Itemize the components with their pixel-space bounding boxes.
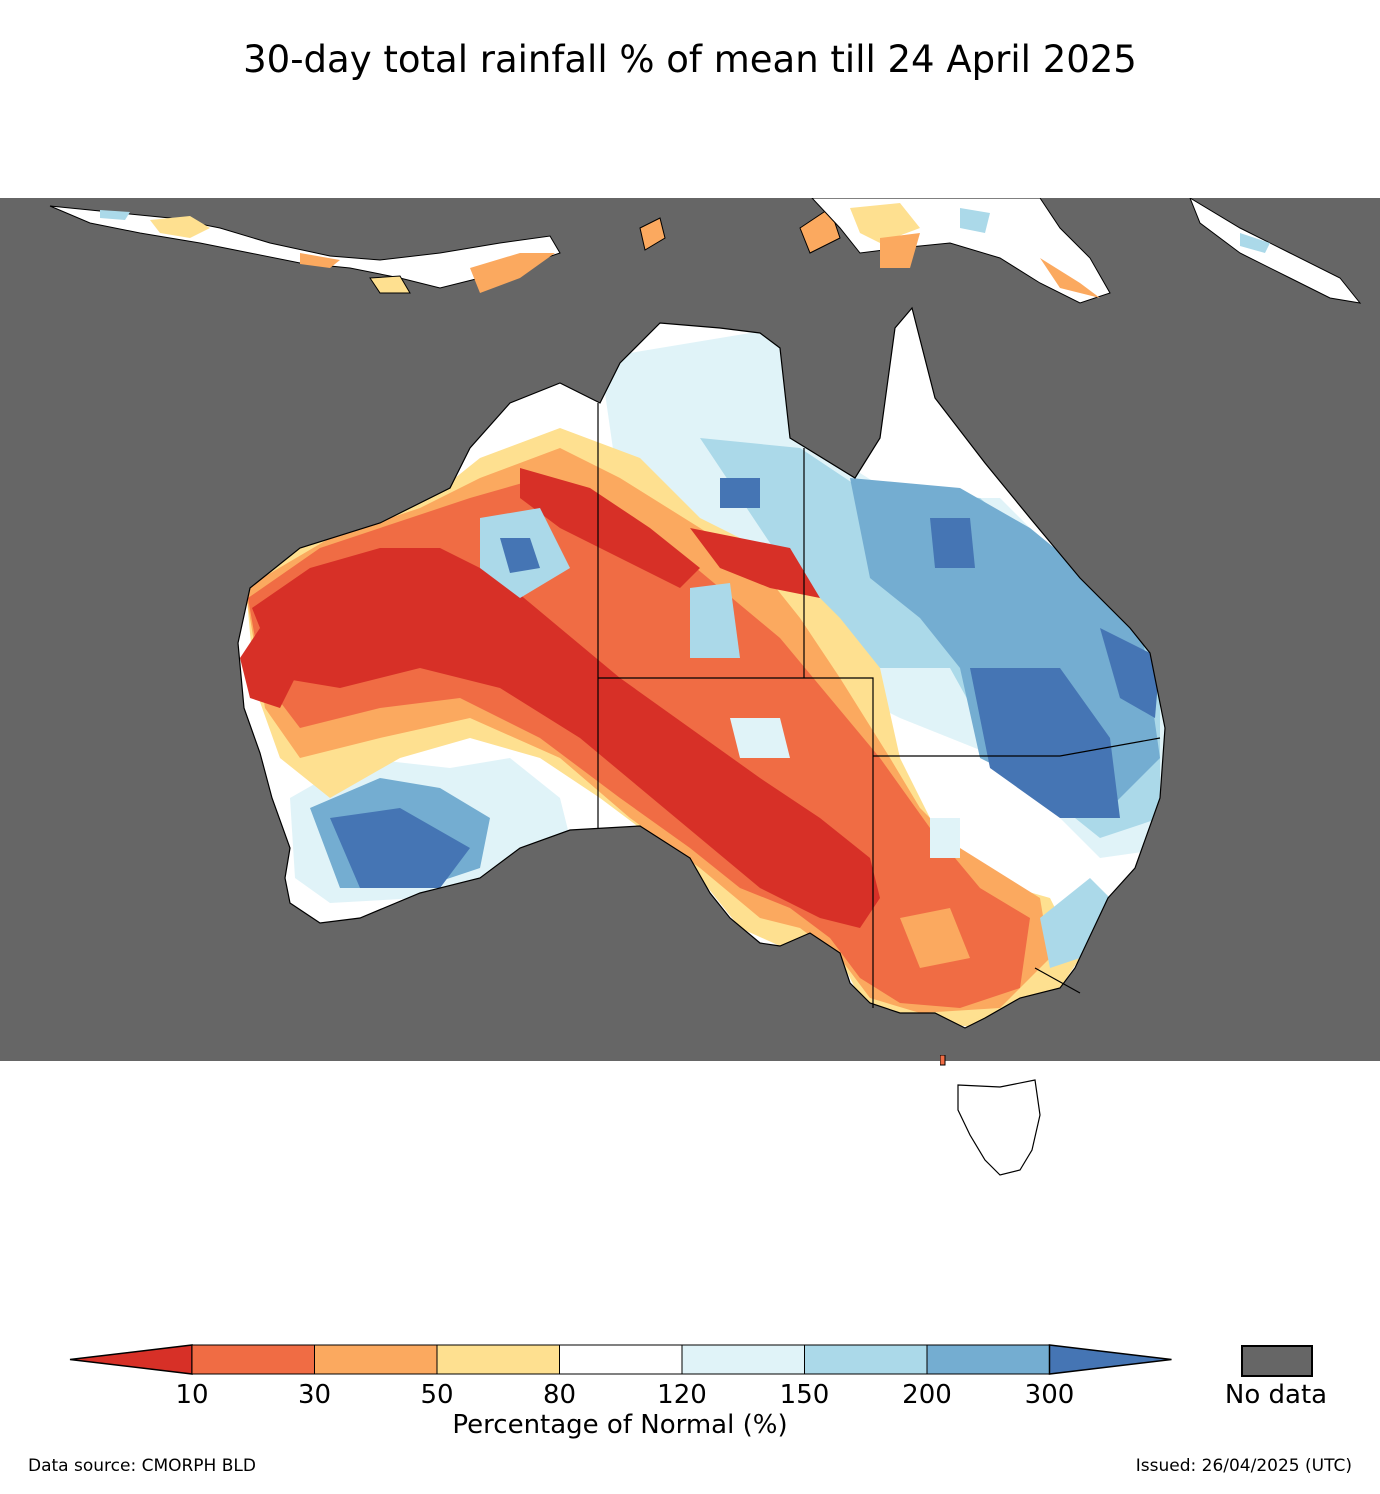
colorbar-title: Percentage of Normal (%)	[452, 1410, 788, 1440]
no-data-swatch	[1241, 1345, 1313, 1377]
colorbar-tick-label: 10	[175, 1380, 209, 1410]
rainfall-map	[49, 198, 1362, 1029]
colorbar-bin-<10	[69, 1344, 193, 1375]
colorbar-tick-label: 120	[657, 1380, 707, 1410]
colorbar-bin-30-50	[314, 1344, 438, 1375]
colorbar-tick-label: 200	[902, 1380, 952, 1410]
colorbar-tick-label: 300	[1024, 1380, 1075, 1410]
colorbar-bin-10-30	[191, 1344, 315, 1375]
map-title: 30-day total rainfall % of mean till 24 …	[243, 38, 1137, 81]
colorbar-bin-200-300	[926, 1344, 1050, 1375]
australia-coastline	[237, 306, 1166, 1029]
colorbar-bin-80-120	[559, 1344, 683, 1375]
no-data-label: No data	[1224, 1380, 1328, 1410]
state-borders	[597, 403, 1161, 1008]
issued-date: Issued: 26/04/2025 (UTC)	[1135, 1456, 1352, 1476]
colorbar-tick-label: 30	[297, 1380, 332, 1410]
colorbar-tick-label: 80	[542, 1380, 577, 1410]
tasmania	[940, 1055, 1041, 1176]
colorbar-tick-label: 50	[420, 1380, 454, 1410]
colorbar	[69, 1344, 1172, 1375]
colorbar-bins	[69, 1344, 1172, 1375]
colorbar-bin-50-80	[436, 1344, 560, 1375]
colorbar-bin->300	[1048, 1344, 1172, 1375]
colorbar-tick-label: 150	[779, 1380, 830, 1410]
data-source: Data source: CMORPH BLD	[28, 1456, 256, 1476]
colorbar-bin-150-200	[804, 1344, 928, 1375]
colorbar-bin-120-150	[681, 1344, 805, 1375]
northern-islands	[49, 198, 1362, 304]
